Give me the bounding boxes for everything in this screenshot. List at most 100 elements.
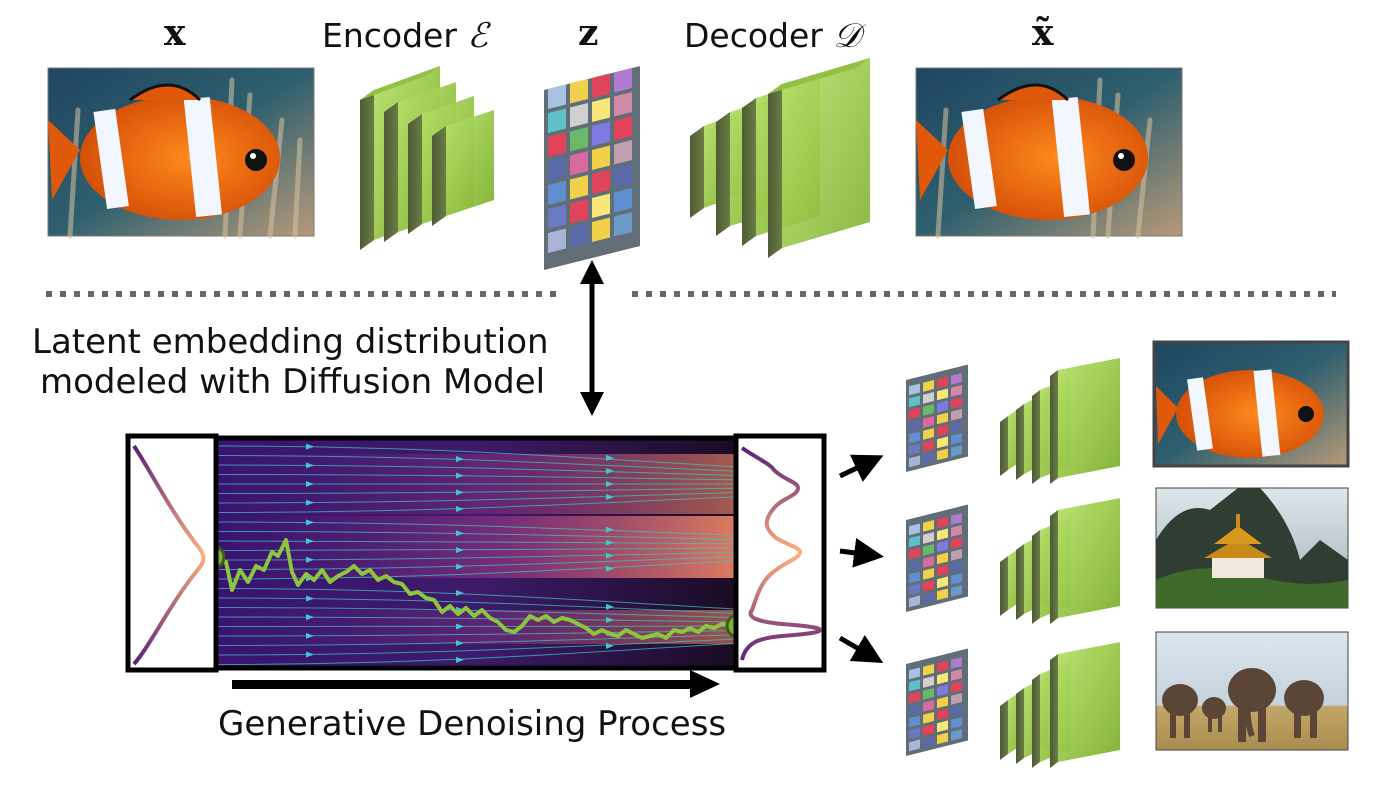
decoder-small-layer-side [1050,654,1058,768]
latent-cell-small [937,672,948,685]
latent-cell-small [909,431,920,444]
clownfish-icon [48,83,280,220]
latent-cell [570,103,588,128]
latent-cell-small [923,428,934,440]
flow-streamline [216,540,736,545]
latent-cell-small [923,688,934,700]
latent-cell-small [937,424,948,437]
latent-cell-small [937,576,948,589]
latent-cell-small [909,535,920,548]
reconstruction-image [915,67,1183,239]
latent-grid-small [906,504,968,612]
decoder-small-layer [1058,358,1120,478]
latent-cell-small [937,388,948,401]
latent-cell-small [923,440,934,452]
latent-cell-small [937,400,948,413]
latent-cell-small [951,537,962,549]
latent-cell-small [923,724,934,736]
latent-cell-small [923,700,934,712]
flow-arrow-icon [306,614,314,621]
latent-caption-line2: modeled with Diffusion Model [40,362,546,402]
decoder-small-layer-side [1000,700,1008,760]
latent-cell-small [951,421,962,433]
latent-cell-small [951,549,962,561]
latent-cell-small [923,520,934,532]
encoder-layer-4 [432,110,494,226]
latent-cell-small [937,516,948,529]
latent-cell-small [951,525,962,537]
latent-cell-small [909,703,920,716]
input-x-label: x [164,12,186,54]
latent-cell-small [937,412,948,425]
flow-arrow-icon [606,603,614,610]
latent-cell-small [909,583,920,596]
output-row-1 [906,358,1120,484]
latent-cell-small [951,573,962,585]
latent-grid-small [906,364,968,472]
decoder-small [1000,642,1120,768]
latent-cell-small [923,736,934,748]
flow-streamline [216,455,736,472]
latent-cell-small [951,693,962,705]
decoder-text: Decoder [684,16,823,55]
latent-cell-small [951,585,962,597]
latent-cell [570,151,588,176]
flow-arrow-icon [306,651,314,658]
flow-streamline [216,616,736,623]
latent-cell [592,193,610,219]
decoder-small-layer-side [1032,390,1040,484]
latent-cell [570,175,588,200]
flow-streamline [216,487,736,494]
latent-cell [548,132,566,158]
latent-cell-small [923,664,934,676]
latent-cell-small [909,443,920,456]
flow-arrow-icon [456,455,464,462]
output-row-2 [906,498,1120,624]
latent-cell-small [937,684,948,697]
latent-cell-small [923,712,934,724]
latent-cell-small [909,727,920,740]
flow-arrow-icon [606,539,614,546]
latent-cell-small [909,559,920,572]
flow-arrow-icon [606,481,614,487]
latent-cell-small [909,547,920,560]
latent-cell-small [923,532,934,544]
denoising-trajectory [213,538,739,640]
latent-cell-small [909,523,920,536]
flow-streamline [216,445,736,468]
elephant-icon [1162,668,1324,742]
latent-cell [592,97,610,123]
input-image [47,67,315,239]
latent-cell [614,140,632,165]
flow-arrow-icon [306,595,314,602]
flow-streamline [216,556,736,570]
latent-cell [614,188,632,213]
flow-streamline [216,492,736,504]
sample-image-elephants [1155,631,1349,751]
sample-image-temple [1155,487,1349,609]
latent-cell [614,68,632,93]
latent-cell-small [909,407,920,420]
latent-cell-small [937,732,948,745]
latent-cell-small [937,696,948,709]
latent-cell [592,145,610,171]
latent-cell [614,164,632,189]
latent-cell [548,156,566,182]
latent-cell-small [923,380,934,392]
decoder-small-layer [1058,642,1120,762]
flow-streamline [216,607,736,619]
latent-cell-small [951,729,962,741]
latent-cell [548,228,566,254]
flow-arrow-icon [606,552,614,559]
flow-arrow-icon [456,590,464,597]
flow-arrow-icon [306,462,314,469]
latent-cell-small [909,571,920,584]
latent-cell-small [951,657,962,669]
flow-arrow-icon [456,546,464,553]
latent-z-label: z [578,12,599,54]
prior-gaussian-box [125,433,219,673]
decoder-label: Decoder 𝒟 [684,16,861,56]
latent-cell-small [951,717,962,729]
flow-streamline [216,630,736,637]
